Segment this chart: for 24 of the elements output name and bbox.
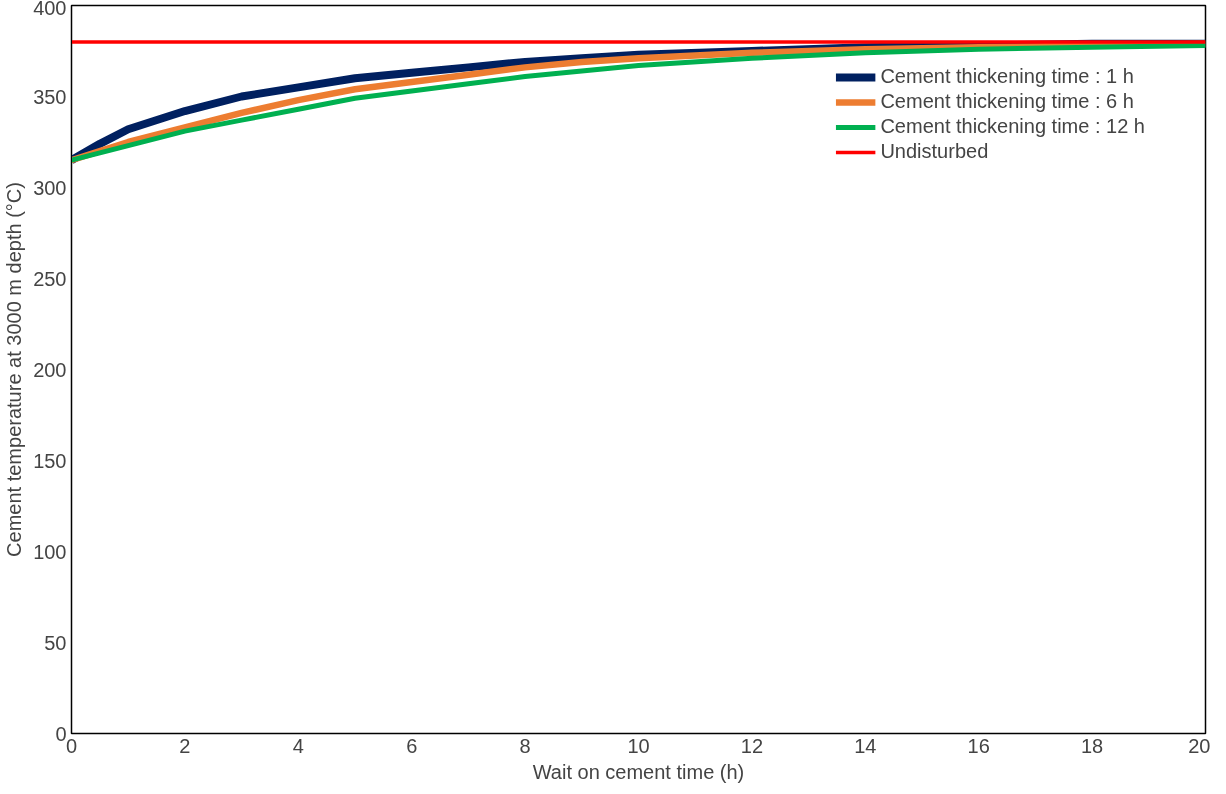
x-tick-label: 2 — [179, 734, 191, 757]
x-tick-label: 18 — [1080, 734, 1104, 757]
y-tick-label: 250 — [33, 267, 67, 290]
y-tick-label: 400 — [33, 0, 67, 19]
x-tick-label: 20 — [1188, 734, 1211, 757]
legend-label: Undisturbed — [880, 140, 989, 163]
legend-label: Cement thickening time : 1 h — [880, 65, 1134, 88]
x-tick-label: 14 — [854, 734, 877, 757]
y-tick-label: 50 — [44, 631, 67, 654]
x-tick-label: 10 — [627, 734, 650, 757]
x-tick-label: 4 — [292, 734, 304, 757]
y-tick-label: 200 — [33, 358, 67, 381]
x-tick-label: 12 — [740, 734, 764, 757]
y-axis-title: Cement temperature at 3000 m depth (°C) — [3, 182, 26, 557]
x-tick-label: 16 — [967, 734, 990, 757]
y-tick-label: 150 — [33, 449, 67, 472]
y-tick-label: 300 — [33, 176, 67, 199]
x-tick-label: 6 — [406, 734, 418, 757]
x-axis-title: Wait on cement time (h) — [532, 760, 745, 783]
y-tick-label: 350 — [33, 85, 67, 108]
y-tick-label: 100 — [33, 540, 67, 563]
legend-label: Cement thickening time : 12 h — [880, 115, 1145, 138]
legend-label: Cement thickening time : 6 h — [880, 90, 1134, 113]
x-tick-label: 8 — [519, 734, 531, 757]
